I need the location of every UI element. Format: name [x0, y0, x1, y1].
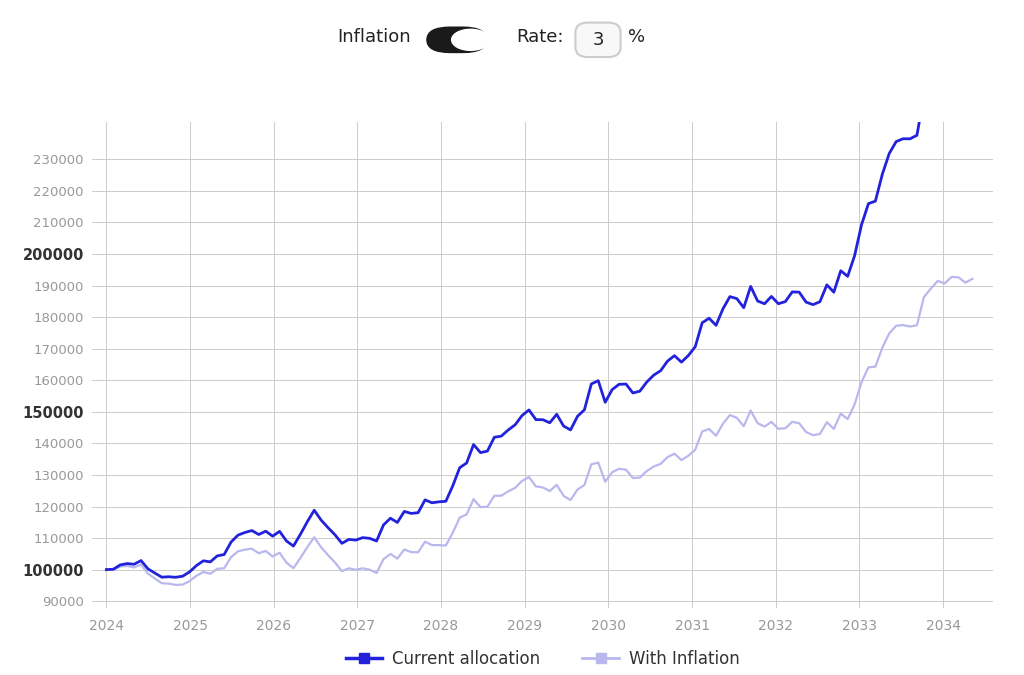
Text: Rate:: Rate:	[516, 28, 563, 46]
Circle shape	[452, 29, 489, 51]
Text: %: %	[629, 28, 645, 46]
FancyBboxPatch shape	[426, 26, 487, 53]
Text: 3: 3	[592, 31, 604, 49]
Text: Inflation: Inflation	[337, 28, 411, 46]
Legend: Current allocation, With Inflation: Current allocation, With Inflation	[339, 643, 746, 674]
FancyBboxPatch shape	[575, 22, 621, 57]
